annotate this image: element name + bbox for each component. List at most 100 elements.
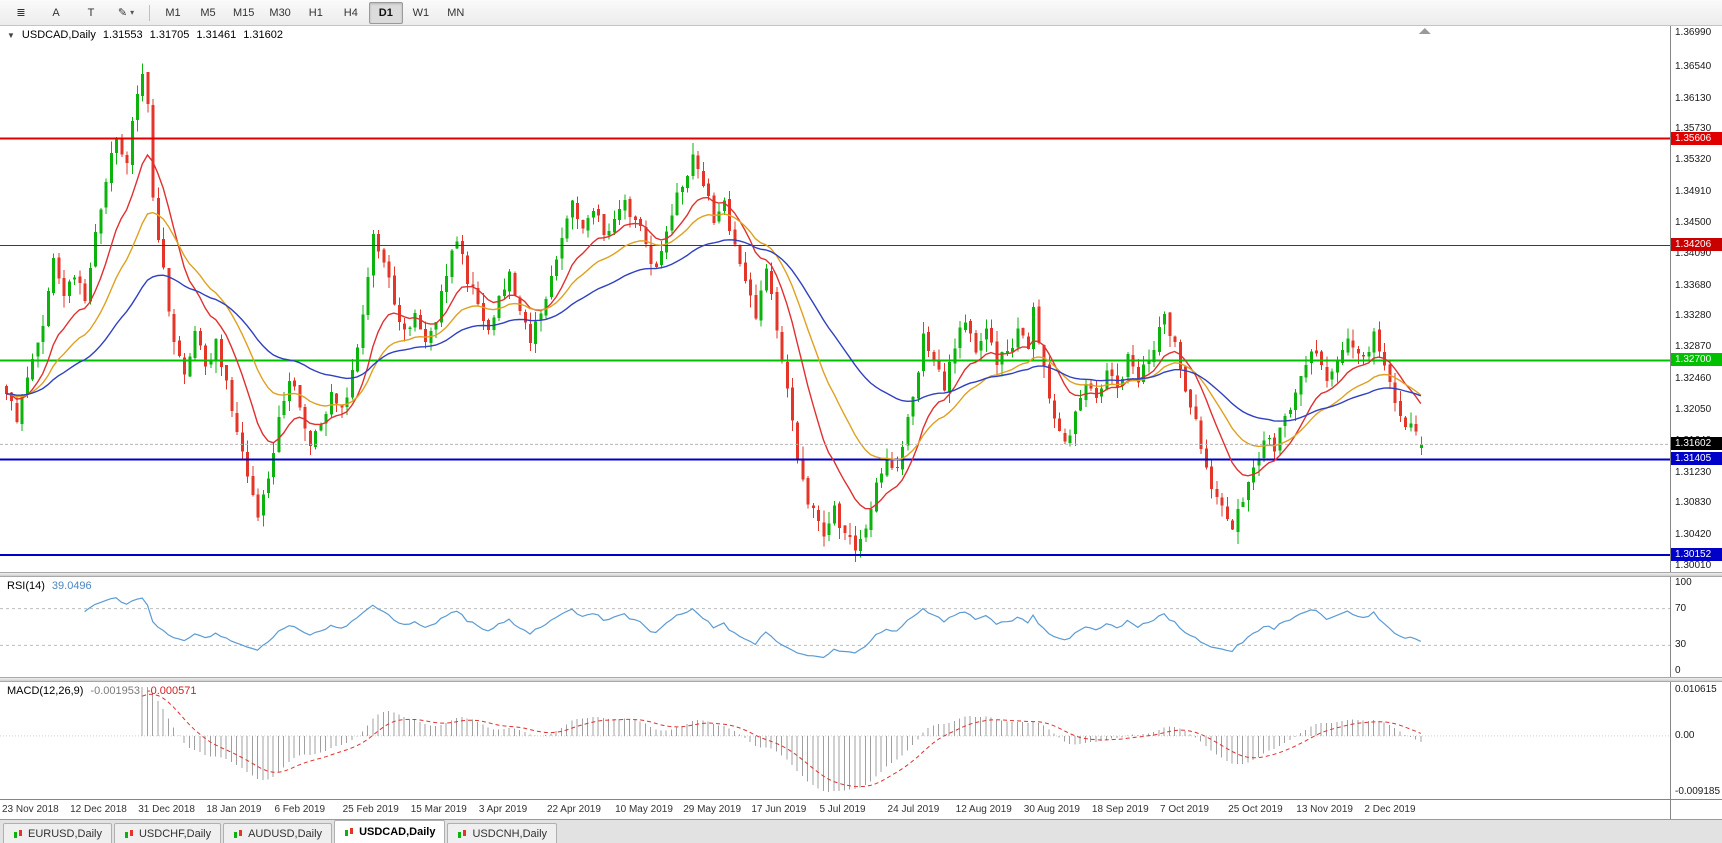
candle[interactable] [429,327,433,351]
candle[interactable] [791,377,794,431]
candle[interactable] [508,268,512,299]
candle[interactable] [115,136,119,165]
candle[interactable] [1037,299,1041,345]
candle[interactable] [204,343,208,376]
tab-eurusd-daily[interactable]: EURUSD,Daily [3,823,112,843]
candle[interactable] [1225,496,1229,521]
candle[interactable] [969,318,973,342]
candle[interactable] [1178,339,1182,379]
candle[interactable] [1173,335,1177,347]
candle[interactable] [942,362,946,392]
candle[interactable] [1094,381,1098,404]
candle[interactable] [1315,339,1318,357]
candle[interactable] [1073,410,1077,447]
candle[interactable] [267,471,270,498]
candle[interactable] [728,190,732,235]
candle[interactable] [1210,459,1214,499]
candle[interactable] [890,451,894,470]
candle[interactable] [770,262,774,300]
candle[interactable] [749,272,753,308]
time-axis[interactable]: 23 Nov 2018 12 Dec 2018 31 Dec 2018 18 Jan … [0,799,1722,819]
candle[interactable] [1419,436,1423,456]
candle[interactable] [801,446,805,482]
candle[interactable] [1246,481,1250,512]
pointer-tool-button[interactable]: A [52,6,60,19]
candle[interactable] [618,200,622,225]
candle[interactable] [665,226,669,260]
candle[interactable] [1231,519,1235,531]
candle[interactable] [329,383,333,419]
candle[interactable] [73,275,77,285]
candle[interactable] [293,377,297,391]
candle[interactable] [413,309,417,332]
candle[interactable] [167,267,171,317]
macd-chart-canvas[interactable] [0,682,1670,799]
candle[interactable] [172,309,176,355]
candle[interactable] [303,403,307,441]
candle[interactable] [183,353,187,384]
candle[interactable] [534,312,538,354]
candle[interactable] [1241,497,1245,507]
candle[interactable] [104,178,108,215]
candle[interactable] [219,334,223,377]
candle[interactable] [796,420,800,464]
candle[interactable] [712,192,716,226]
candle[interactable] [654,261,658,268]
candle[interactable] [1021,327,1025,339]
candle[interactable] [1136,359,1140,388]
rsi-axis[interactable]: 100 70 30 0 [1670,577,1722,677]
candle[interactable] [52,253,56,296]
candle[interactable] [555,256,559,281]
candle[interactable] [827,512,831,542]
candle[interactable] [686,175,690,193]
candle[interactable] [979,333,983,360]
candle[interactable] [356,344,360,373]
tab-usdchf-daily[interactable]: USDCHF,Daily [113,823,222,843]
timeframe-button-h4[interactable]: H4 [343,6,358,19]
timeframe-button-h1[interactable]: H1 [308,6,323,19]
candle[interactable] [41,315,45,355]
candle[interactable] [251,465,255,497]
candle[interactable] [623,194,627,220]
candle[interactable] [282,391,286,419]
candle[interactable] [162,227,166,270]
candle[interactable] [591,207,595,225]
candle[interactable] [1393,372,1397,412]
candle[interactable] [88,262,92,305]
candle[interactable] [576,196,580,230]
candle[interactable] [20,393,24,431]
candle[interactable] [1194,394,1198,421]
candle[interactable] [5,384,8,401]
candle[interactable] [450,249,454,284]
candle[interactable] [476,281,480,307]
candle[interactable] [1309,349,1313,375]
candle[interactable] [675,183,679,216]
candle[interactable] [717,203,721,224]
candle[interactable] [1351,329,1355,359]
macd-indicator-panel[interactable]: MACD(12,26,9) -0.001953 -0.000571 0.0106… [0,682,1722,799]
candle[interactable] [785,354,789,398]
candle[interactable] [246,440,250,483]
candle[interactable] [864,524,868,543]
candle[interactable] [1220,492,1224,517]
candle[interactable] [466,251,470,292]
candle[interactable] [1404,416,1408,431]
candle[interactable] [743,252,747,284]
candle[interactable] [1163,311,1167,335]
candle[interactable] [602,213,606,242]
candle[interactable] [644,220,648,248]
candle[interactable] [1236,498,1240,545]
draw-tool-button[interactable]: ✎ ▾ [117,7,135,19]
candle[interactable] [387,255,391,289]
candle[interactable] [832,501,836,526]
candle[interactable] [848,523,852,545]
candle[interactable] [151,99,155,201]
candle[interactable] [1152,340,1156,367]
candle[interactable] [1383,342,1387,371]
candle[interactable] [460,234,464,265]
candle[interactable] [927,326,931,358]
candle[interactable] [696,150,700,179]
macd-axis[interactable]: 0.010615 0.00 -0.009185 [1670,682,1722,799]
candle[interactable] [455,236,459,249]
candle[interactable] [366,267,370,321]
